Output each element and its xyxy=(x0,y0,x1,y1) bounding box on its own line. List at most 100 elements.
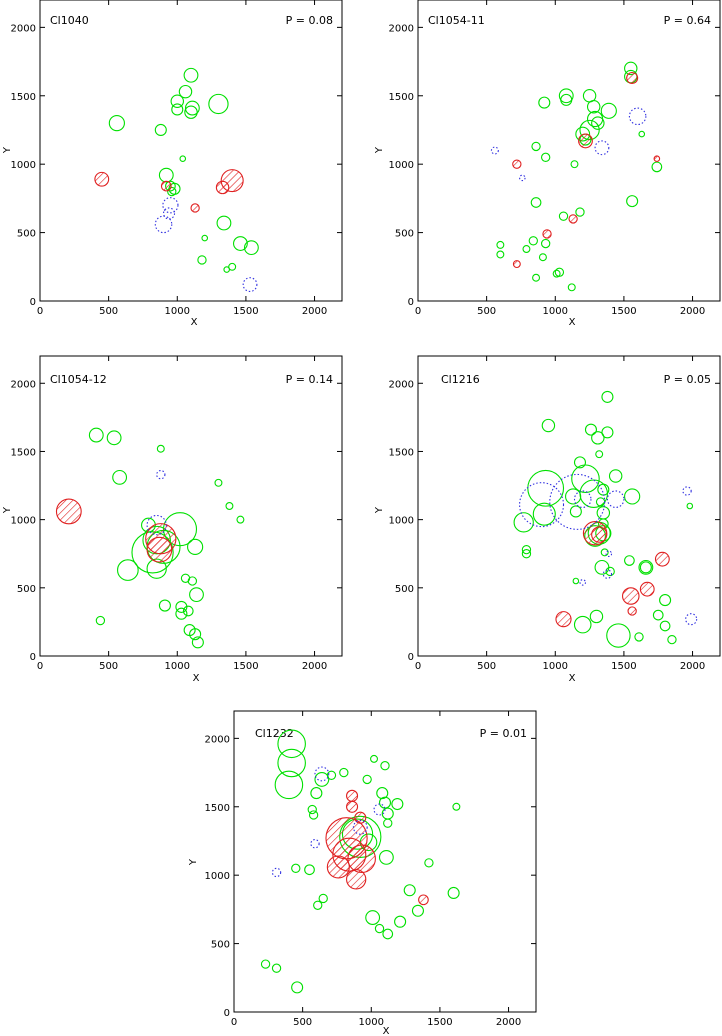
blue-dotted-galaxy-circle xyxy=(579,579,587,586)
y-tick-label: 500 xyxy=(17,229,36,240)
ticks: 0 500 1000 1500 2000 0 500 1000 1500 2000 xyxy=(389,0,720,317)
green-galaxy-circle xyxy=(573,615,592,634)
blue-dotted-galaxy-circle xyxy=(373,803,386,816)
green-galaxy-circle xyxy=(184,100,200,116)
green-galaxy-circle xyxy=(591,116,605,130)
data-marks xyxy=(513,390,698,648)
green-galaxy-circle xyxy=(313,900,323,910)
green-galaxy-circle xyxy=(600,548,609,557)
blue-dotted-galaxy-circle xyxy=(162,207,176,220)
data-marks xyxy=(490,61,663,292)
green-galaxy-circle xyxy=(112,469,128,485)
green-galaxy-circle xyxy=(187,576,198,586)
green-galaxy-circle xyxy=(572,577,580,585)
green-galaxy-circle xyxy=(88,427,104,443)
green-galaxy-circle xyxy=(595,497,606,507)
y-tick-label: 0 xyxy=(408,297,414,308)
red-hatched-galaxy-circle xyxy=(555,611,572,628)
blue-dotted-galaxy-circle xyxy=(154,215,173,234)
x-tick-label: 0 xyxy=(37,306,43,317)
x-tick-label: 2000 xyxy=(302,661,327,672)
red-hatched-galaxy-circle xyxy=(55,498,82,525)
green-galaxy-circle xyxy=(184,105,198,119)
x-axis-title: X xyxy=(383,1026,390,1036)
panel-title: Cl1054-11 xyxy=(428,14,485,27)
blue-dotted-galaxy-circle xyxy=(549,473,606,530)
blue-dotted-galaxy-circle xyxy=(146,514,167,536)
x-tick-label: 0 xyxy=(231,1017,237,1028)
y-tick-label: 0 xyxy=(30,652,36,663)
x-tick-label: 500 xyxy=(477,306,496,317)
green-galaxy-circle xyxy=(365,910,381,926)
green-galaxy-circle xyxy=(201,234,209,242)
y-tick-label: 500 xyxy=(211,940,230,951)
y-tick-label: 1500 xyxy=(205,803,230,814)
y-tick-label: 1000 xyxy=(389,160,414,171)
y-axis-title: Y xyxy=(374,506,385,514)
x-axis-title: X xyxy=(193,673,200,684)
green-galaxy-circle xyxy=(570,160,579,169)
y-tick-label: 500 xyxy=(395,584,414,595)
data-marks xyxy=(94,67,259,292)
green-galaxy-circle xyxy=(639,561,652,574)
x-tick-label: 500 xyxy=(99,661,118,672)
green-galaxy-circle xyxy=(308,810,319,820)
green-galaxy-circle xyxy=(626,195,639,208)
green-galaxy-circle xyxy=(552,269,561,278)
red-hatched-galaxy-circle xyxy=(653,155,661,163)
green-galaxy-circle xyxy=(339,767,349,778)
green-galaxy-circle xyxy=(383,818,393,828)
green-galaxy-circle xyxy=(214,478,223,487)
blue-dotted-galaxy-circle xyxy=(519,174,526,182)
green-galaxy-circle xyxy=(243,240,259,256)
green-galaxy-circle xyxy=(595,450,604,459)
green-galaxy-circle xyxy=(573,456,587,469)
green-galaxy-circle xyxy=(191,636,204,649)
green-galaxy-circle xyxy=(310,787,323,800)
green-galaxy-circle xyxy=(558,88,574,104)
blue-dotted-galaxy-circle xyxy=(242,277,258,292)
x-tick-label: 1500 xyxy=(233,661,258,672)
green-galaxy-circle xyxy=(156,444,165,453)
green-galaxy-circle xyxy=(540,152,551,163)
green-galaxy-circle xyxy=(374,923,385,934)
green-galaxy-circle xyxy=(178,84,193,99)
green-galaxy-circle xyxy=(521,544,532,555)
plot-frame xyxy=(39,355,343,657)
blue-dotted-galaxy-circle xyxy=(594,140,610,156)
red-hatched-galaxy-circle xyxy=(578,133,593,149)
blue-dotted-galaxy-circle xyxy=(519,482,565,528)
green-galaxy-circle xyxy=(318,893,328,904)
green-galaxy-circle xyxy=(522,245,531,253)
ticks: 0 500 1000 1500 2000 0 500 1000 1500 2000 xyxy=(205,711,536,1028)
y-axis-title: Y xyxy=(2,146,13,154)
y-tick-label: 0 xyxy=(30,297,36,308)
green-galaxy-circle xyxy=(538,253,547,262)
green-galaxy-circle xyxy=(233,236,248,251)
red-hatched-galaxy-circle xyxy=(354,811,367,824)
data-marks xyxy=(55,427,245,649)
y-tick-label: 0 xyxy=(224,1008,230,1019)
y-axis-title: Y xyxy=(374,146,385,154)
blue-dotted-galaxy-circle xyxy=(573,490,592,508)
green-galaxy-circle xyxy=(216,215,232,231)
green-galaxy-circle xyxy=(158,599,171,612)
red-hatched-galaxy-circle xyxy=(568,214,578,224)
green-galaxy-circle xyxy=(170,94,184,108)
green-galaxy-circle xyxy=(424,858,434,868)
panel-title: Cl1040 xyxy=(50,14,89,27)
green-galaxy-circle xyxy=(652,609,664,621)
green-galaxy-circle xyxy=(594,559,610,575)
green-galaxy-circle xyxy=(589,609,604,624)
green-galaxy-circle xyxy=(605,566,615,577)
x-tick-label: 1000 xyxy=(165,661,190,672)
blue-dotted-galaxy-circle xyxy=(685,613,698,626)
y-tick-label: 1000 xyxy=(389,516,414,527)
plot-frame xyxy=(417,0,721,302)
blue-dotted-galaxy-circle xyxy=(156,469,166,480)
red-hatched-galaxy-circle xyxy=(654,551,670,567)
green-galaxy-circle xyxy=(228,262,237,271)
green-galaxy-circle xyxy=(531,141,541,152)
red-hatched-galaxy-circle xyxy=(418,894,429,906)
y-axis-title: Y xyxy=(188,858,199,866)
